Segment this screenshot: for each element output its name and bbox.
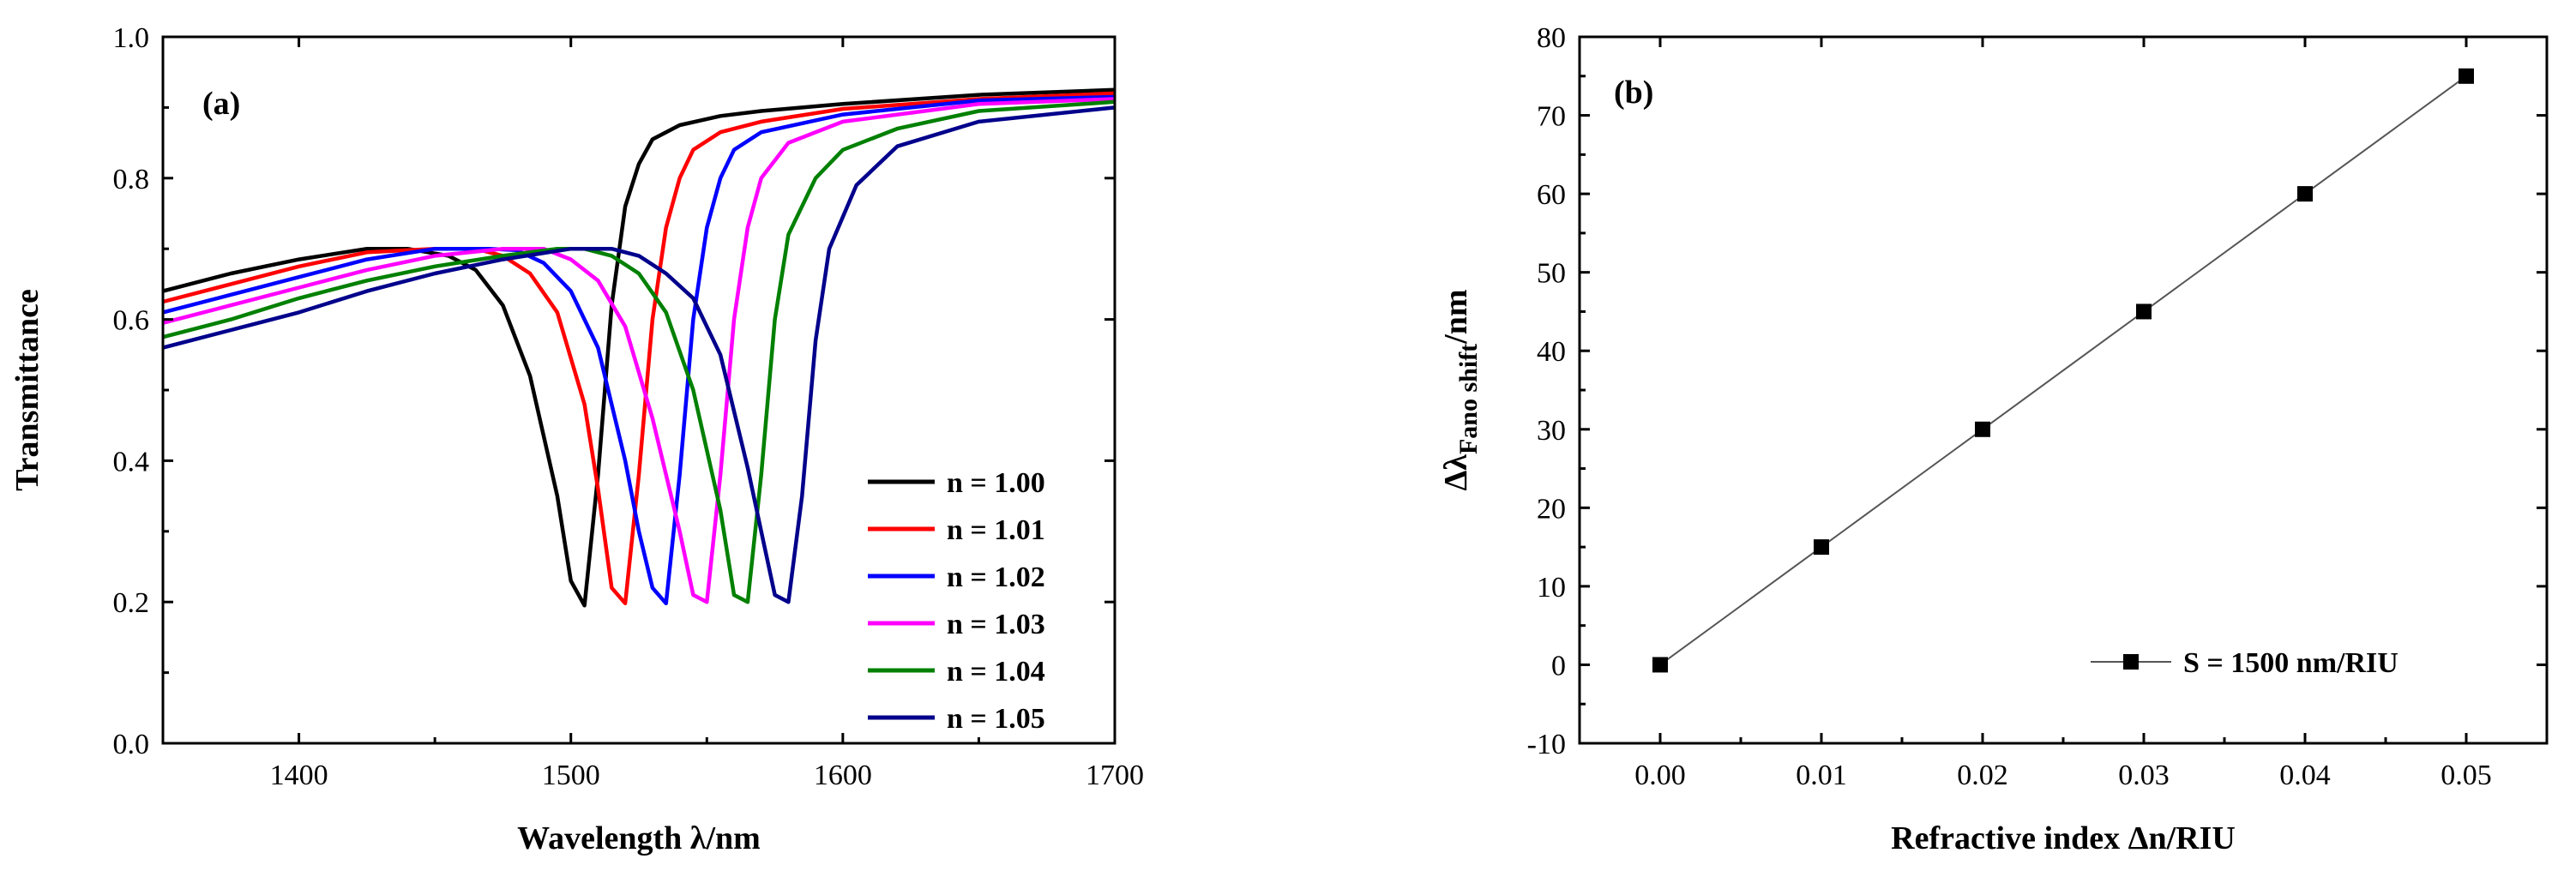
panel-b-y-tick-label: 80 (1537, 22, 1566, 54)
panel-b-x-tick-label: 0.05 (2441, 760, 2492, 791)
panel-b-legend-label: S = 1500 nm/RIU (2183, 647, 2398, 679)
panel-b-data-point-3 (2136, 303, 2152, 320)
panel-a-series-line-5 (162, 105, 1116, 604)
panel-b-series-line (1659, 75, 2467, 666)
panel-b-y-tick-label: 50 (1537, 258, 1566, 290)
panel-a-x-tick-label: 1700 (1086, 760, 1144, 791)
panel-a-x-tick-label: 1400 (270, 760, 328, 791)
panel-a-y-tick-label: 0.2 (113, 587, 150, 619)
panel-b-legend-marker (2123, 654, 2139, 670)
panel-b-data-point-5 (2459, 68, 2474, 84)
panel-b-plot-frame (1578, 35, 2549, 745)
panel-a-legend-label-4: n = 1.04 (947, 656, 1045, 688)
panel-a-series-line-1 (162, 91, 1116, 606)
panel-b-sensitivity-chart: 0.00 0.01 0.02 0.03 0.04 0.05 -10 0 10 20 30 40 50 60… (1438, 22, 2549, 856)
panel-b-y-tick-label: -10 (1527, 729, 1566, 760)
panel-b-data-point-4 (2297, 186, 2313, 202)
panel-b-x-axis-title: Refractive index Δn/RIU (1891, 820, 2236, 856)
panel-b-y-axis-title: ΔλFano shift/nm (1438, 289, 1483, 490)
panel-b-y-tick-label: 0 (1551, 650, 1566, 682)
panel-a-legend-label-2: n = 1.02 (947, 562, 1045, 593)
panel-a-y-tick-label: 0.8 (113, 164, 150, 195)
panel-a-y-tick-label: 0.0 (113, 729, 150, 760)
panel-a-series-line-4 (162, 99, 1116, 604)
panel-b-y-tick-label: 20 (1537, 493, 1566, 525)
panel-a-y-tick-label: 0.4 (113, 446, 150, 478)
panel-b-data-point-0 (1652, 657, 1668, 673)
panel-a-legend-label-0: n = 1.00 (947, 467, 1045, 499)
panel-a-label: (a) (202, 86, 240, 122)
panel-b-y-axis-title-suffix: /nm (1438, 289, 1474, 344)
panel-b-x-tick-label: 0.04 (2279, 760, 2331, 791)
panel-b-x-tick-label: 0.02 (1957, 760, 2008, 791)
panel-a-legend: n = 1.00 n = 1.01 n = 1.02 n = 1.03 n = 1.04… (868, 467, 1045, 735)
panel-b-x-tick-label: 0.00 (1634, 760, 1686, 791)
panel-b-legend: S = 1500 nm/RIU (2091, 647, 2398, 679)
panel-b-y-tick-label: 40 (1537, 336, 1566, 368)
panel-a-x-axis-title: Wavelength λ/nm (517, 820, 761, 856)
panel-a-series-line-2 (162, 94, 1116, 606)
panel-a-y-tick-label: 1.0 (113, 22, 150, 54)
panel-a-legend-label-1: n = 1.01 (947, 514, 1045, 546)
panel-a-transmittance-chart: 1400 1500 1600 1700 0.0 0.2 0.4 0.6 0.8 1.0 (a) W… (9, 22, 1144, 856)
panel-a-series-line-3 (162, 97, 1116, 604)
panel-b-x-tick-label: 0.03 (2118, 760, 2170, 791)
panel-b-y-axis-title-main: Δλ (1438, 454, 1474, 491)
panel-b-label: (b) (1614, 75, 1653, 111)
panel-b-y-tick-label: 70 (1537, 101, 1566, 133)
panel-a-y-axis-title: Transmittance (9, 289, 45, 491)
panel-b-y-tick-label: 30 (1537, 415, 1566, 447)
panel-a-legend-label-3: n = 1.03 (947, 609, 1045, 640)
panel-a-y-tick-label: 0.6 (113, 305, 150, 337)
panel-a-series-line-0 (162, 87, 1116, 608)
panel-a-x-tick-label: 1500 (542, 760, 600, 791)
panel-a-legend-label-5: n = 1.05 (947, 703, 1045, 735)
panel-b-y-tick-label: 10 (1537, 572, 1566, 604)
panel-b-x-tick-label: 0.01 (1796, 760, 1847, 791)
panel-b-data-point-2 (1975, 421, 1990, 437)
panel-a-x-tick-label: 1600 (814, 760, 872, 791)
panel-b-data-point-1 (1814, 539, 1829, 556)
panel-b-y-axis-title-subscript: Fano shift (1454, 344, 1483, 454)
panel-b-y-tick-label: 60 (1537, 179, 1566, 211)
